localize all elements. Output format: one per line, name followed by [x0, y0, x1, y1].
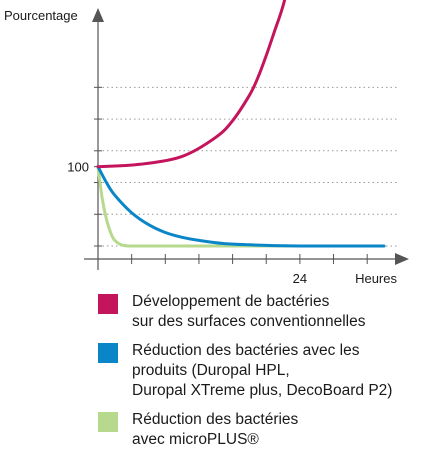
- series-lines: [96, 0, 386, 248]
- x-tick-label: 24: [293, 271, 307, 286]
- legend-swatch-reduction-products: [98, 343, 118, 363]
- legend: Développement de bactéries sur des surfa…: [98, 292, 418, 459]
- legend-item-reduction-products: Réduction des bactéries avec les produit…: [98, 341, 418, 401]
- legend-label-reduction-products: Réduction des bactéries avec les produit…: [132, 342, 393, 399]
- axis-ticks: 100 24: [67, 86, 368, 286]
- series-line-reduction-products: [96, 165, 386, 248]
- y-axis-label: Pourcentage: [4, 8, 78, 23]
- x-axis-arrow: [395, 253, 409, 265]
- y-axis-arrow: [92, 8, 104, 22]
- legend-item-growth: Développement de bactéries sur des surfa…: [98, 292, 418, 332]
- chart-plot: 100 24 Pourcentage Heures: [4, 0, 409, 286]
- series-line-reduction-microplus: [96, 165, 302, 248]
- series-line-growth: [96, 0, 287, 169]
- legend-swatch-reduction-microplus: [98, 412, 118, 432]
- legend-swatch-growth: [98, 294, 118, 314]
- axes: [84, 8, 409, 270]
- x-axis-label: Heures: [355, 271, 397, 286]
- y-tick-label: 100: [67, 160, 89, 175]
- legend-label-growth: Développement de bactéries sur des surfa…: [132, 293, 366, 330]
- legend-label-reduction-microplus: Réduction des bactéries avec microPLUS®: [132, 411, 299, 448]
- legend-item-reduction-microplus: Réduction des bactéries avec microPLUS®: [98, 410, 418, 450]
